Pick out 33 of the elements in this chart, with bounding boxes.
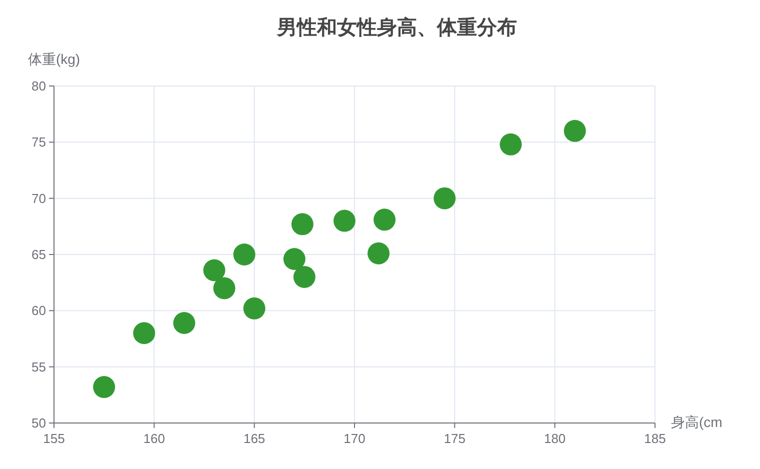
x-tick-label: 170: [344, 431, 366, 446]
y-tick-label: 75: [32, 134, 46, 150]
y-tick-label: 80: [32, 78, 46, 94]
x-tick-label: 185: [644, 431, 666, 446]
x-tick-label: 160: [143, 431, 166, 446]
point: [283, 248, 306, 270]
point: [233, 244, 256, 266]
x-tick-label: 175: [444, 431, 466, 446]
point: [368, 242, 390, 264]
y-tick-label: 60: [32, 303, 46, 318]
point: [173, 312, 196, 334]
point: [434, 187, 456, 210]
chart-title: 男性和女性身高、体重分布: [276, 16, 517, 39]
point: [93, 376, 116, 398]
y-axis-title: 体重(kg): [28, 51, 80, 67]
point: [374, 208, 396, 231]
point: [243, 297, 266, 320]
y-tick-label: 55: [32, 359, 46, 374]
x-tick-label: 180: [544, 431, 566, 446]
point: [203, 259, 226, 282]
x-tick-label: 155: [43, 431, 65, 446]
y-tick-label: 50: [32, 416, 46, 430]
point: [293, 266, 316, 288]
point: [291, 213, 314, 236]
point: [500, 133, 522, 156]
point: [213, 277, 236, 300]
x-tick-label: 165: [243, 431, 266, 446]
point: [333, 210, 356, 232]
y-tick-label: 70: [32, 190, 46, 206]
point: [564, 120, 586, 142]
x-axis-title: 身高(cm: [671, 414, 722, 430]
point: [133, 322, 156, 344]
y-tick-label: 65: [32, 247, 46, 262]
